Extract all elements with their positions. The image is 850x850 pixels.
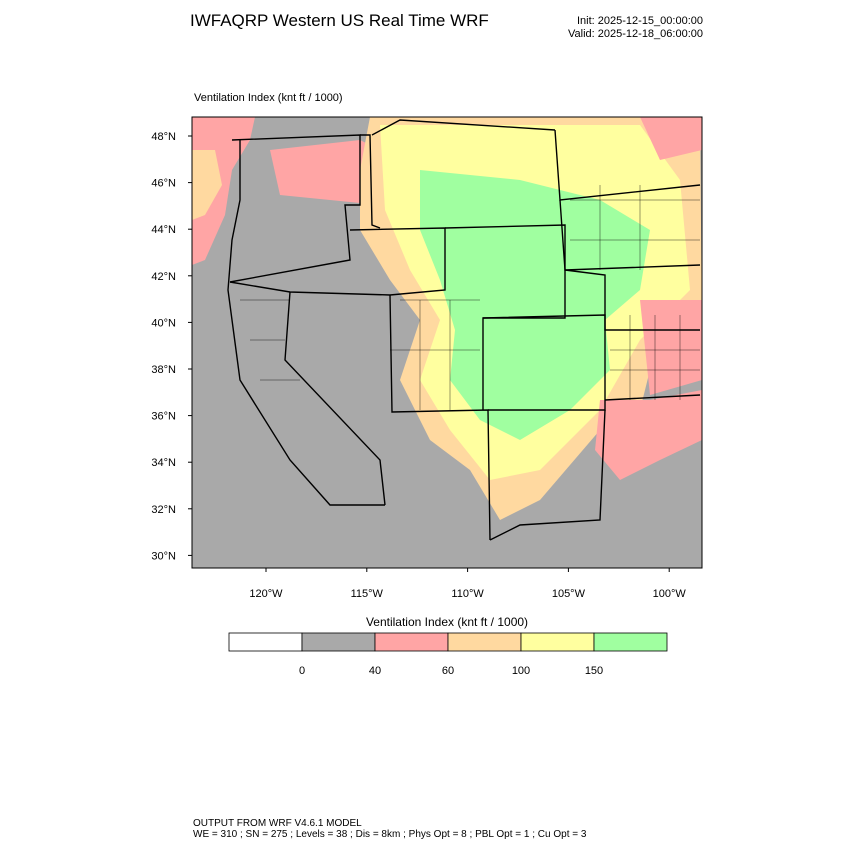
color-box [593,632,668,652]
lat-label: 34°N [151,457,176,469]
lon-label: 120°W [249,588,283,600]
color-box [301,632,376,652]
color-box [374,632,449,652]
lat-labels: 48°N 46°N 44°N 42°N 40°N 38°N 36°N 34°N 32°N 30°N [151,131,192,562]
colorbar-tick-label: 40 [369,665,381,677]
colorbar-tick-label: 150 [585,665,603,677]
color-box [447,632,522,652]
map-label: Ventilation Index (knt ft / 1000) [194,92,343,104]
lon-label: 110°W [451,588,484,600]
colorbar-tick-label: 100 [512,665,530,677]
field-area [420,170,650,440]
county-borders [240,185,700,410]
footer-line: WE = 310 ; SN = 275 ; Levels = 38 ; Dis … [193,829,587,840]
map: 48°N 46°N 44°N 42°N 40°N 38°N 36°N 34°N 32°N 30°N… [151,116,703,600]
field-area [640,117,702,160]
color-box [228,632,303,652]
lat-label: 42°N [151,271,176,283]
title: IWFAQRP Western US Real Time WRF [190,11,489,30]
colorbar: 0 40 60 100 150 [228,632,668,677]
colorbar-tick-label: 60 [442,665,454,677]
lat-label: 44°N [151,224,176,236]
field-area [192,150,222,220]
valid-time: Valid: 2025-12-18_06:00:00 [568,28,703,40]
lon-label: 105°W [552,588,586,600]
footer-line: OUTPUT FROM WRF V4.6.1 MODEL [193,818,362,829]
map-frame [191,116,703,569]
lon-label: 115°W [351,588,384,600]
lat-label: 38°N [151,364,176,376]
field-area [595,390,702,480]
lat-label: 48°N [151,131,176,143]
lon-labels: 120°W 115°W 110°W 105°W 100°W [249,568,686,600]
lon-label: 100°W [653,588,687,600]
lat-label: 46°N [151,178,176,190]
colorbar-tick-label: 0 [299,665,305,677]
init-time: Init: 2025-12-15_00:00:00 [577,15,703,27]
lat-label: 32°N [151,504,176,516]
field-area [640,300,702,395]
lat-label: 40°N [151,317,176,329]
lat-label: 36°N [151,411,176,423]
colorbar-title: Ventilation Index (knt ft / 1000) [366,615,528,629]
lat-label: 30°N [151,550,176,562]
color-box [520,632,595,652]
